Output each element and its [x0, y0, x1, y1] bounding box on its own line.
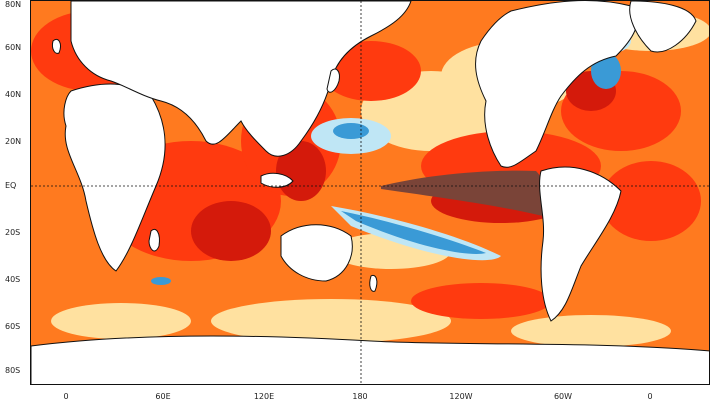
land-japan — [326, 68, 340, 93]
sst-anomaly-map — [30, 0, 710, 385]
land-antarctica — [31, 335, 709, 384]
lon-label-0: 0 — [63, 392, 69, 401]
lon-label-0-right: 0 — [647, 392, 653, 401]
lon-label-60w: 60W — [553, 392, 573, 401]
continents — [31, 1, 709, 384]
land-australia — [280, 224, 353, 282]
lat-label-20n: 20N — [5, 137, 22, 146]
lon-label-120e: 120E — [253, 392, 275, 401]
lat-label-60n: 60N — [5, 43, 22, 52]
lat-label-eq: EQ — [5, 181, 17, 190]
land-eurasia — [70, 1, 412, 157]
land-greenland — [629, 1, 697, 53]
land-new-zealand — [369, 274, 378, 292]
lon-label-180: 180 — [352, 392, 368, 401]
lat-label-40s: 40S — [5, 275, 21, 284]
lat-label-80n: 80N — [5, 0, 22, 9]
lat-label-60s: 60S — [5, 322, 21, 331]
lon-label-120w: 120W — [449, 392, 473, 401]
lat-label-40n: 40N — [5, 90, 22, 99]
lat-label-20s: 20S — [5, 228, 21, 237]
lon-label-60e: 60E — [155, 392, 171, 401]
el-nino-tongue — [381, 170, 547, 216]
land-uk — [52, 38, 61, 54]
land-madagascar — [148, 228, 160, 252]
land-south-america — [539, 166, 622, 322]
map-canvas — [31, 1, 709, 384]
lat-label-80s: 80S — [5, 366, 21, 375]
